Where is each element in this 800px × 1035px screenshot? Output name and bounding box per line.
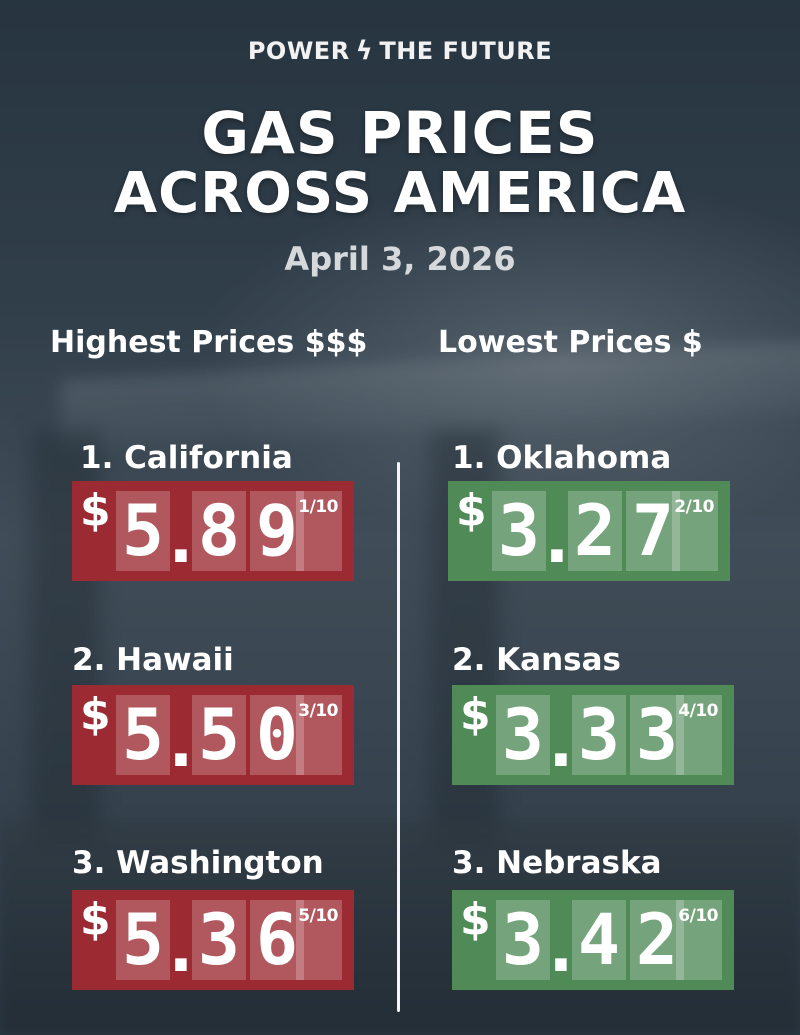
price-digit: 5 <box>116 695 170 775</box>
brand-left: POWER <box>247 37 350 65</box>
decimal-point: . <box>159 905 203 988</box>
dollar-sign: $ <box>456 485 487 536</box>
price-board-high-2: $ 5 . 5 0 3/10 <box>72 685 354 785</box>
highest-prices-heading: Highest Prices $$$ <box>50 325 368 360</box>
price-digit: 8 <box>192 491 246 571</box>
price-digit: 5 <box>192 695 246 775</box>
price-board-low-3: $ 3 . 4 2 6/10 <box>452 890 734 990</box>
headline-line-2: ACROSS AMERICA <box>113 161 687 226</box>
dollar-sign: $ <box>80 485 111 536</box>
price-digit: 3 <box>192 900 246 980</box>
tenth-panel <box>676 695 722 775</box>
price-board-low-2: $ 3 . 3 3 4/10 <box>452 685 734 785</box>
dollar-sign: $ <box>80 894 111 945</box>
decimal-point: . <box>159 700 203 783</box>
dollar-sign: $ <box>460 689 491 740</box>
tenth-panel <box>676 900 722 980</box>
dollar-sign: $ <box>80 689 111 740</box>
state-label-low-3: 3. Nebraska <box>452 845 662 881</box>
price-board-low-1: $ 3 . 2 7 2/10 <box>448 481 730 581</box>
tenth-panel <box>296 695 342 775</box>
decimal-point: . <box>159 496 203 579</box>
price-fraction: 5/10 <box>298 906 338 926</box>
tenth-panel <box>296 900 342 980</box>
tenth-panel <box>296 491 342 571</box>
report-date: April 3, 2026 <box>284 240 516 278</box>
price-digit: 4 <box>572 900 626 980</box>
price-digit: 7 <box>626 491 680 571</box>
decimal-point: . <box>539 700 583 783</box>
decimal-point: . <box>539 905 583 988</box>
tenth-panel <box>672 491 718 571</box>
price-board-high-3: $ 5 . 3 6 5/10 <box>72 890 354 990</box>
brand-right: THE FUTURE <box>379 37 553 65</box>
brand-logo: POWER ϟ THE FUTURE <box>0 36 800 66</box>
price-fraction: 2/10 <box>674 497 714 517</box>
lowest-prices-heading: Lowest Prices $ <box>438 325 703 360</box>
price-fraction: 3/10 <box>298 701 338 721</box>
price-fraction: 4/10 <box>678 701 718 721</box>
dollar-sign: $ <box>460 894 491 945</box>
state-label-low-1: 1. Oklahoma <box>452 440 672 476</box>
price-board-high-1: $ 5 . 8 9 1/10 <box>72 481 354 581</box>
state-label-low-2: 2. Kansas <box>452 642 621 678</box>
price-digit: 0 <box>250 695 304 775</box>
price-digit: 9 <box>250 491 304 571</box>
price-digit: 3 <box>572 695 626 775</box>
price-digit: 3 <box>492 491 546 571</box>
headline-line-1: GAS PRICES <box>201 99 599 167</box>
price-digit: 3 <box>630 695 684 775</box>
decimal-point: . <box>535 496 579 579</box>
price-digit: 3 <box>496 900 550 980</box>
price-digit: 3 <box>496 695 550 775</box>
price-digit: 6 <box>250 900 304 980</box>
state-label-high-1: 1. California <box>80 440 293 476</box>
price-fraction: 1/10 <box>298 497 338 517</box>
state-label-high-3: 3. Washington <box>72 845 324 881</box>
price-digit: 2 <box>630 900 684 980</box>
column-divider <box>397 462 400 1012</box>
price-digit: 5 <box>116 491 170 571</box>
price-digit: 5 <box>116 900 170 980</box>
price-digit: 2 <box>568 491 622 571</box>
lightning-bolt-icon: ϟ <box>355 36 374 66</box>
state-label-high-2: 2. Hawaii <box>72 642 234 678</box>
price-fraction: 6/10 <box>678 906 718 926</box>
